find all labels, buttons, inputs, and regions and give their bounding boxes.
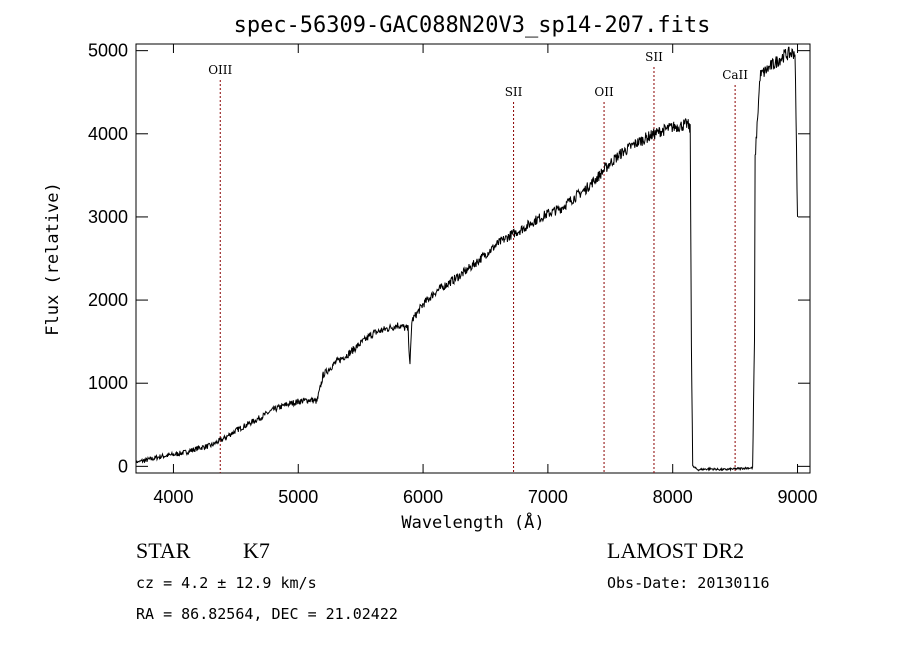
x-tick-label: 4000 bbox=[153, 487, 193, 507]
plot-frame bbox=[135, 43, 811, 474]
spectrum-series bbox=[135, 46, 798, 472]
y-axis-label: Flux (relative) bbox=[43, 182, 63, 336]
x-tick-label: 7000 bbox=[528, 487, 568, 507]
obs-date: Obs-Date: 20130116 bbox=[607, 574, 770, 592]
y-tick-label: 0 bbox=[118, 456, 128, 476]
y-tick-label: 1000 bbox=[88, 373, 128, 393]
x-axis-label: Wavelength (Å) bbox=[401, 511, 544, 533]
x-tick-label: 5000 bbox=[278, 487, 318, 507]
x-tick-label: 9000 bbox=[777, 487, 817, 507]
line-marker-label: OIII bbox=[208, 63, 232, 77]
spectrum-line bbox=[135, 46, 798, 472]
object-class: STAR bbox=[136, 538, 191, 563]
x-tick-label: 8000 bbox=[653, 487, 693, 507]
chart-title: spec-56309-GAC088N20V3_sp14-207.fits bbox=[234, 13, 711, 38]
coordinates: RA = 86.82564, DEC = 21.02422 bbox=[136, 605, 398, 623]
emission-line-markers: OIII SII OII SII CaII bbox=[208, 50, 748, 473]
redshift-info: cz = 4.2 ± 12.9 km/s bbox=[136, 574, 317, 592]
y-tick-label: 4000 bbox=[88, 124, 128, 144]
line-marker-label: SII bbox=[505, 85, 523, 99]
object-subclass: K7 bbox=[243, 538, 270, 563]
x-tick-label: 6000 bbox=[403, 487, 443, 507]
y-tick-label: 2000 bbox=[88, 290, 128, 310]
y-tick-label: 3000 bbox=[88, 207, 128, 227]
line-marker-label: OII bbox=[594, 85, 614, 99]
line-marker-label: SII bbox=[645, 50, 663, 64]
axis-ticks: 4000 5000 6000 7000 8000 9000 0 1000 2000 3000 400… bbox=[88, 41, 818, 507]
line-marker-label: CaII bbox=[722, 68, 748, 82]
y-tick-label: 5000 bbox=[88, 41, 128, 61]
survey-name: LAMOST DR2 bbox=[607, 538, 744, 563]
